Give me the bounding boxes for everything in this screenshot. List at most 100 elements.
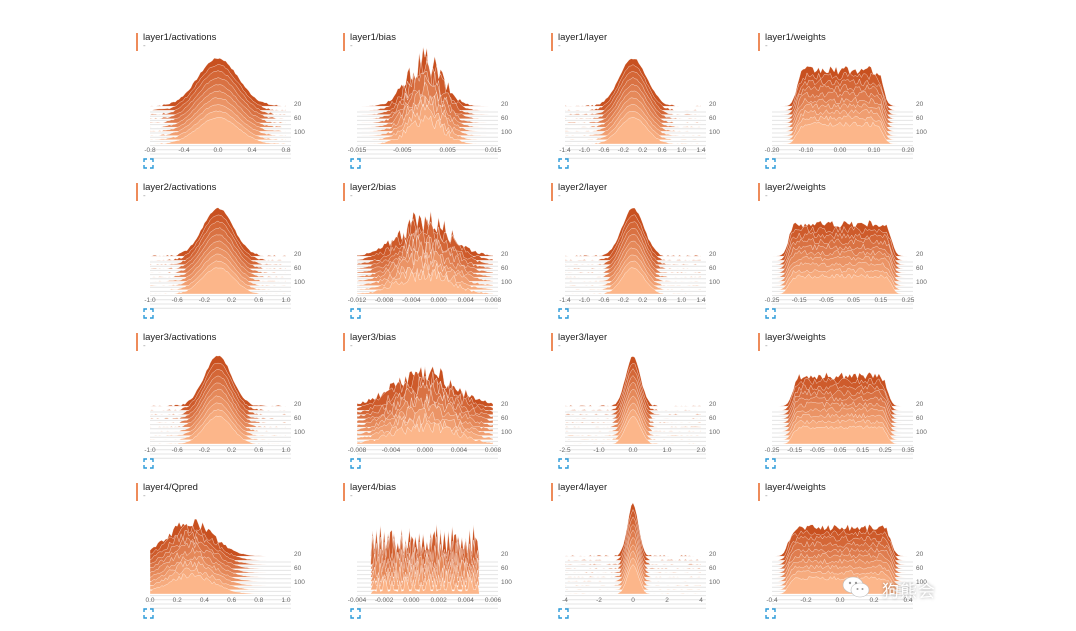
y-tick-label: 60 xyxy=(501,565,509,572)
histogram-card: layer4/layer -20 60 100 -4 -2 0 2 4 xyxy=(551,482,751,630)
histogram-plot[interactable]: 20 60 100 -0.4 -0.2 0.0 0.2 0.4 xyxy=(758,502,958,618)
histogram-plot[interactable]: 20 60 100 -2.5 -1.0 0.0 1.0 2.0 xyxy=(551,352,751,468)
x-tick-label: -0.004 xyxy=(348,597,367,604)
expand-icon[interactable] xyxy=(765,458,776,469)
expand-icon[interactable] xyxy=(350,608,361,619)
expand-icon[interactable] xyxy=(765,158,776,169)
y-tick-label: 60 xyxy=(294,265,302,272)
y-tick-label: 60 xyxy=(294,415,302,422)
histogram-plot[interactable]: 20 60 100 -4 -2 0 2 4 xyxy=(551,502,751,618)
y-tick-label: 100 xyxy=(916,279,927,286)
card-title: layer4/weights xyxy=(765,482,826,493)
card-accent-bar xyxy=(758,33,760,51)
y-tick-label: 100 xyxy=(294,429,305,436)
card-subtitle: - xyxy=(558,341,561,350)
x-tick-label: -1.4 xyxy=(559,147,571,154)
y-tick-label: 100 xyxy=(916,129,927,136)
expand-icon[interactable] xyxy=(765,608,776,619)
histogram-layer xyxy=(356,234,494,274)
x-tick-label: 0.8 xyxy=(281,147,290,154)
x-tick-label: -0.6 xyxy=(172,447,184,454)
expand-icon[interactable] xyxy=(558,158,569,169)
card-subtitle: - xyxy=(765,41,768,50)
expand-icon[interactable] xyxy=(143,608,154,619)
histogram-plot[interactable]: 20 60 100 -1.4 -1.0 -0.6 -0.2 0.2 0.6 1.0 1.4 xyxy=(551,52,751,168)
card-subtitle: - xyxy=(143,491,146,500)
histogram-plot[interactable]: 20 60 100 -1.4 -1.0 -0.6 -0.2 0.2 0.6 1.0 1.4 xyxy=(551,202,751,318)
expand-icon[interactable] xyxy=(143,458,154,469)
expand-icon[interactable] xyxy=(765,308,776,319)
y-tick-label: 100 xyxy=(294,279,305,286)
expand-icon[interactable] xyxy=(143,308,154,319)
card-accent-bar xyxy=(551,483,553,501)
x-tick-label: 1.0 xyxy=(281,447,290,454)
y-tick-label: 100 xyxy=(709,579,720,586)
histogram-plot[interactable]: 20 60 100 -0.25 -0.15 -0.05 0.05 0.15 0.25 0.35 xyxy=(758,352,958,468)
card-title: layer2/weights xyxy=(765,182,826,193)
histogram-layer xyxy=(356,262,494,291)
histogram-layer xyxy=(150,117,287,145)
card-title: layer3/bias xyxy=(350,332,396,343)
x-tick-label: 0.008 xyxy=(485,447,502,454)
histogram-layer xyxy=(772,575,908,595)
expand-icon[interactable] xyxy=(350,308,361,319)
x-tick-label: 0.0 xyxy=(145,597,154,604)
x-tick-label: 0.004 xyxy=(451,447,468,454)
histogram-plot[interactable]: 20 60 100 -0.015 -0.005 0.005 0.015 xyxy=(343,46,543,168)
histogram-plot[interactable]: 20 60 100 -0.012 -0.008 -0.004 0.000 0.004 0.008 xyxy=(343,202,543,318)
x-tick-label: 0 xyxy=(631,597,635,604)
card-title: layer1/activations xyxy=(143,32,217,43)
histogram-plot[interactable]: 20 60 100 -0.004 -0.002 0.000 0.002 0.004 0.006 xyxy=(343,502,543,618)
x-tick-label: -0.004 xyxy=(382,447,401,454)
card-accent-bar xyxy=(758,183,760,201)
histogram-layer xyxy=(565,117,701,145)
histogram-card: layer1/activations - 20 60 100 -0.8 -0.4 0.0 0.4… xyxy=(136,32,336,180)
x-tick-label: 0.002 xyxy=(430,597,447,604)
x-tick-label: -0.4 xyxy=(766,597,778,604)
x-tick-label: 0.20 xyxy=(902,147,915,154)
y-tick-label: 20 xyxy=(916,101,924,108)
x-tick-label: 0.000 xyxy=(403,597,420,604)
x-tick-label: 0.4 xyxy=(903,597,912,604)
y-tick-label: 100 xyxy=(294,129,305,136)
histogram-plot[interactable]: 20 60 100 -0.008 -0.004 0.000 0.004 0.008 xyxy=(343,352,543,468)
expand-icon[interactable] xyxy=(558,608,569,619)
x-tick-label: 2 xyxy=(665,597,669,604)
expand-icon[interactable] xyxy=(558,308,569,319)
x-tick-label: 0.0 xyxy=(628,447,637,454)
histogram-card: layer4/bias - 20 60 100 -0.004 -0.002 0.000 0.00… xyxy=(343,482,543,630)
x-tick-label: -0.002 xyxy=(375,597,394,604)
histogram-plot[interactable]: 20 60 100 -0.8 -0.4 0.0 0.4 0.8 xyxy=(136,52,336,168)
x-tick-label: -0.8 xyxy=(144,147,156,154)
histogram-plot[interactable]: 20 60 100 0.0 0.2 0.4 0.6 0.8 1.0 xyxy=(136,502,336,618)
x-tick-label: 1.0 xyxy=(677,297,686,304)
histogram-plot[interactable]: 20 60 100 -0.25 -0.15 -0.05 0.05 0.15 0.25 xyxy=(758,202,958,318)
card-subtitle: - xyxy=(143,341,146,350)
x-tick-label: 4 xyxy=(699,597,703,604)
watermark-text: 狗熊会 xyxy=(882,582,936,602)
x-tick-label: -0.20 xyxy=(765,147,780,154)
y-tick-label: 20 xyxy=(501,101,509,108)
x-tick-label: -0.008 xyxy=(375,297,394,304)
y-tick-label: 60 xyxy=(294,115,302,122)
card-subtitle: - xyxy=(143,191,146,200)
x-tick-label: -1.0 xyxy=(579,147,591,154)
expand-icon[interactable] xyxy=(350,158,361,169)
expand-icon[interactable] xyxy=(558,458,569,469)
x-tick-label: -0.4 xyxy=(178,147,190,154)
histogram-plot[interactable]: 20 60 100 -1.0 -0.6 -0.2 0.2 0.6 1.0 xyxy=(136,202,336,318)
x-tick-label: -1.0 xyxy=(144,297,156,304)
y-tick-label: 100 xyxy=(709,429,720,436)
expand-icon[interactable] xyxy=(143,158,154,169)
card-accent-bar xyxy=(136,33,138,51)
x-tick-label: 0.6 xyxy=(658,297,667,304)
card-accent-bar xyxy=(343,483,345,501)
y-tick-label: 60 xyxy=(916,265,924,272)
expand-icon[interactable] xyxy=(350,458,361,469)
x-tick-label: -0.2 xyxy=(800,597,812,604)
histogram-plot[interactable]: 20 60 100 -0.20 -0.10 0.00 0.10 0.20 xyxy=(758,52,958,168)
histogram-plot[interactable]: 20 60 100 -1.0 -0.6 -0.2 0.2 0.6 1.0 xyxy=(136,352,336,468)
x-tick-label: 1.0 xyxy=(677,147,686,154)
card-subtitle: - xyxy=(558,491,561,500)
x-tick-label: 0.15 xyxy=(874,297,887,304)
